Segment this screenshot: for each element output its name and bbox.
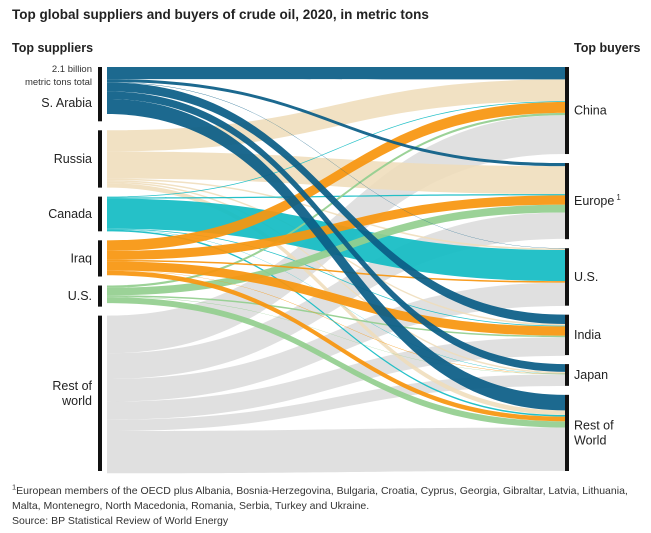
- sankey-chart: Top global suppliers and buyers of crude…: [12, 7, 640, 474]
- source-bar-iq: [98, 240, 102, 277]
- flow-iq-to-usb: [107, 259, 565, 283]
- target-label-line: Japan: [574, 368, 608, 382]
- flow-iq-to-in: [107, 261, 565, 336]
- source-label-line: Canada: [48, 207, 92, 221]
- footnote-marker-ref: 1: [616, 193, 621, 202]
- source-label-line: Russia: [54, 152, 92, 166]
- source-bar-us: [98, 285, 102, 307]
- flow-ru-to-usb: [107, 178, 565, 251]
- source-label-line: Rest of: [52, 379, 92, 393]
- target-label-line: U.S.: [574, 270, 598, 284]
- right-header: Top buyers: [574, 41, 640, 55]
- flow-sa-to-eu: [107, 79, 565, 167]
- flow-sa-to-cn: [107, 67, 565, 80]
- target-label-line: China: [574, 104, 607, 118]
- flow-ca-to-eu: [107, 194, 565, 199]
- flow-iq-to-cn: [107, 101, 565, 251]
- target-label-line: Rest of: [574, 418, 614, 432]
- flow-sa-to-in: [107, 82, 565, 325]
- target-bar-in: [565, 314, 569, 356]
- target-label-cn: China: [574, 104, 607, 118]
- target-bar-cn: [565, 67, 569, 155]
- source-label-line: S. Arabia: [41, 96, 92, 110]
- source-label-iq: Iraq: [70, 251, 92, 265]
- flow-rw-to-in: [107, 337, 565, 420]
- source-bar-rw: [98, 315, 102, 471]
- target-bar-rwb: [565, 394, 569, 471]
- flow-us-to-in: [107, 295, 565, 338]
- footnote-marker: 1: [12, 482, 17, 492]
- target-bar-eu: [565, 163, 569, 240]
- target-bar-jp: [565, 364, 569, 386]
- target-label-jp: Japan: [574, 368, 608, 382]
- target-label-in: India: [574, 328, 601, 342]
- flow-iq-to-eu: [107, 195, 565, 260]
- target-label-eu: Europe 1: [574, 193, 621, 208]
- source-note: Source: BP Statistical Review of World E…: [12, 515, 229, 527]
- target-label-rwb: Rest of World: [574, 418, 614, 447]
- flow-sa-to-usb: [107, 82, 565, 249]
- source-bar-ca: [98, 196, 102, 232]
- target-label-usb: U.S.: [574, 270, 598, 284]
- source-label-sa: S. Arabia: [41, 96, 92, 110]
- footnote: 1European members of the OECD plus Alban…: [12, 482, 642, 514]
- source-label-rw: Rest of world: [52, 379, 92, 408]
- flow-iq-to-rwb: [107, 270, 565, 422]
- target-label-line: World: [574, 433, 606, 447]
- flow-us-to-rwb: [107, 297, 565, 428]
- flow-iq-to-jp: [107, 270, 565, 375]
- source-label-line: world: [61, 394, 92, 408]
- flow-ca-to-in: [107, 228, 565, 327]
- source-label-line: Iraq: [70, 251, 92, 265]
- node-bars-group: [98, 67, 569, 471]
- source-label-ru: Russia: [54, 152, 92, 166]
- chart-title: Top global suppliers and buyers of crude…: [12, 7, 429, 22]
- source-bar-ru: [98, 130, 102, 188]
- target-bar-usb: [565, 248, 569, 306]
- source-label-ca: Canada: [48, 207, 92, 221]
- flow-ca-to-rwb: [107, 229, 565, 417]
- source-bar-sa: [98, 67, 102, 122]
- footer: 1European members of the OECD plus Alban…: [12, 482, 642, 529]
- footnote-text: European members of the OECD plus Albani…: [12, 485, 628, 512]
- total-note-line2: metric tons total: [25, 77, 92, 88]
- target-label-line: Europe: [574, 194, 614, 208]
- source-label-us: U.S.: [68, 289, 92, 303]
- left-header: Top suppliers: [12, 41, 93, 55]
- flow-sa-to-jp: [107, 91, 565, 372]
- flows-group: [107, 67, 565, 474]
- flow-rw-to-usb: [107, 282, 565, 402]
- flow-us-to-jp: [107, 296, 565, 375]
- source-label-line: U.S.: [68, 289, 92, 303]
- flow-ca-to-usb: [107, 198, 565, 282]
- flow-ca-to-cn: [107, 101, 565, 198]
- target-label-line: India: [574, 328, 601, 342]
- total-note-line1: 2.1 billion: [52, 64, 92, 75]
- flow-sa-to-rwb: [107, 98, 565, 411]
- flow-rw-to-rwb: [107, 427, 565, 474]
